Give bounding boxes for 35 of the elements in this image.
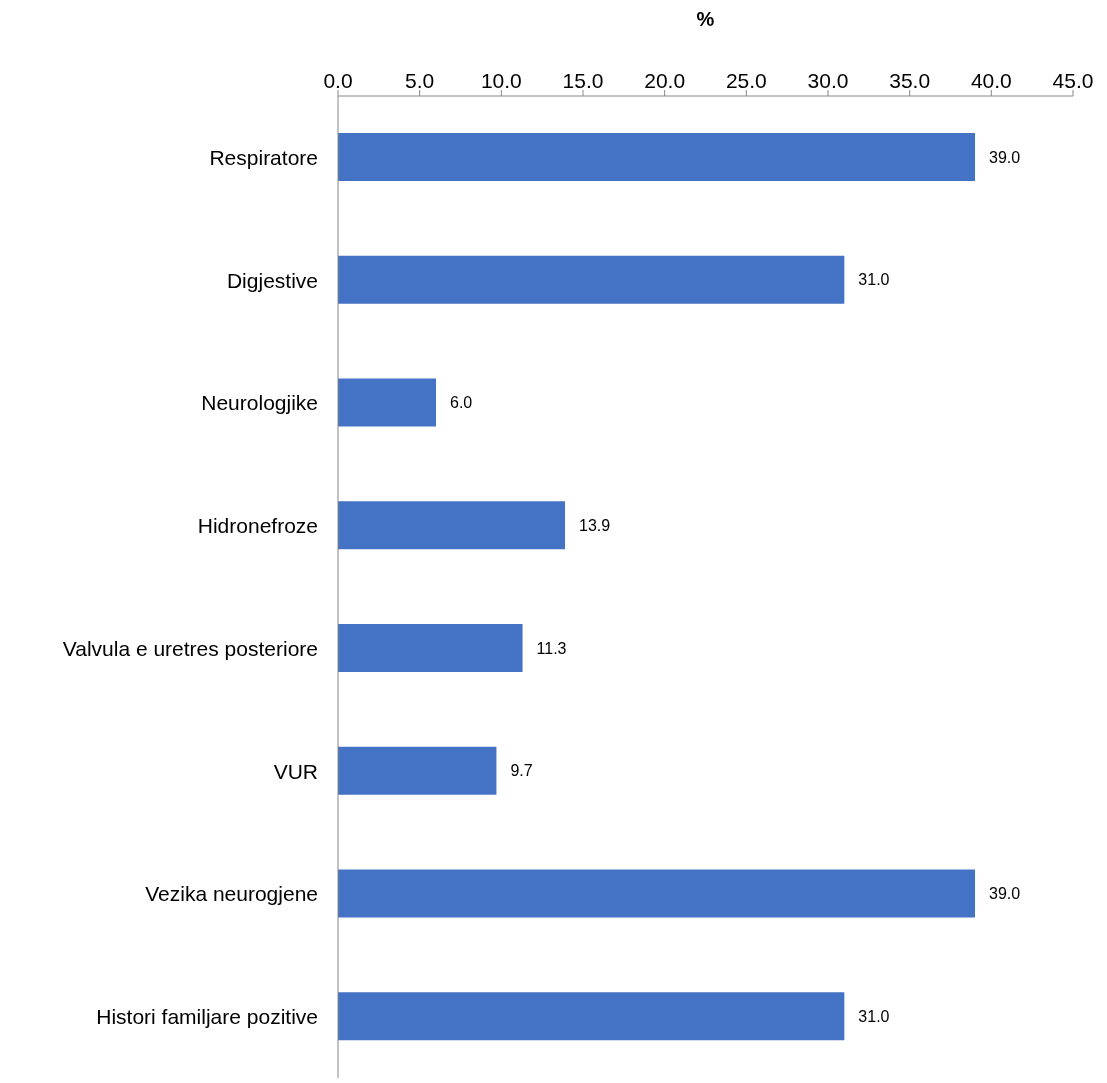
y-tick-label: Neurologjike xyxy=(201,391,318,415)
y-tick-label: Vezika neurogjene xyxy=(145,882,318,906)
bar xyxy=(338,746,497,795)
data-label: 9.7 xyxy=(510,762,533,780)
x-tick-label: 30.0 xyxy=(807,69,849,92)
x-tick-label: 40.0 xyxy=(970,69,1012,92)
x-tick-label: 20.0 xyxy=(644,69,686,92)
y-tick-label: Respiratore xyxy=(209,145,318,169)
x-tick-label: 25.0 xyxy=(725,69,767,92)
x-tick-label: 0.0 xyxy=(323,69,353,92)
y-tick-label: Histori familjare pozitive xyxy=(96,1005,318,1029)
data-label: 6.0 xyxy=(450,394,473,412)
data-label: 13.9 xyxy=(579,516,611,534)
bar xyxy=(338,378,436,427)
y-tick-label: VUR xyxy=(273,759,318,783)
bar xyxy=(338,255,845,304)
bar xyxy=(338,992,845,1041)
x-tick-label: 10.0 xyxy=(480,69,522,92)
bar xyxy=(338,869,975,918)
data-label: 31.0 xyxy=(858,1007,890,1025)
bar xyxy=(338,501,566,550)
x-tick-label: 15.0 xyxy=(562,69,604,92)
data-label: 11.3 xyxy=(536,639,567,657)
x-axis-title: % xyxy=(696,8,715,31)
y-tick-label: Digjestive xyxy=(226,268,318,292)
y-tick-label: Hidronefroze xyxy=(197,514,318,538)
x-tick-label: 35.0 xyxy=(889,69,931,92)
x-tick-label: 5.0 xyxy=(405,69,435,92)
x-tick-label: 45.0 xyxy=(1052,69,1094,92)
bar xyxy=(338,133,975,181)
bar xyxy=(338,624,523,672)
data-label: 39.0 xyxy=(989,885,1021,903)
y-tick-label: Valvula e uretres posteriore xyxy=(62,636,318,660)
data-label: 31.0 xyxy=(858,271,890,289)
data-label: 39.0 xyxy=(989,148,1021,166)
